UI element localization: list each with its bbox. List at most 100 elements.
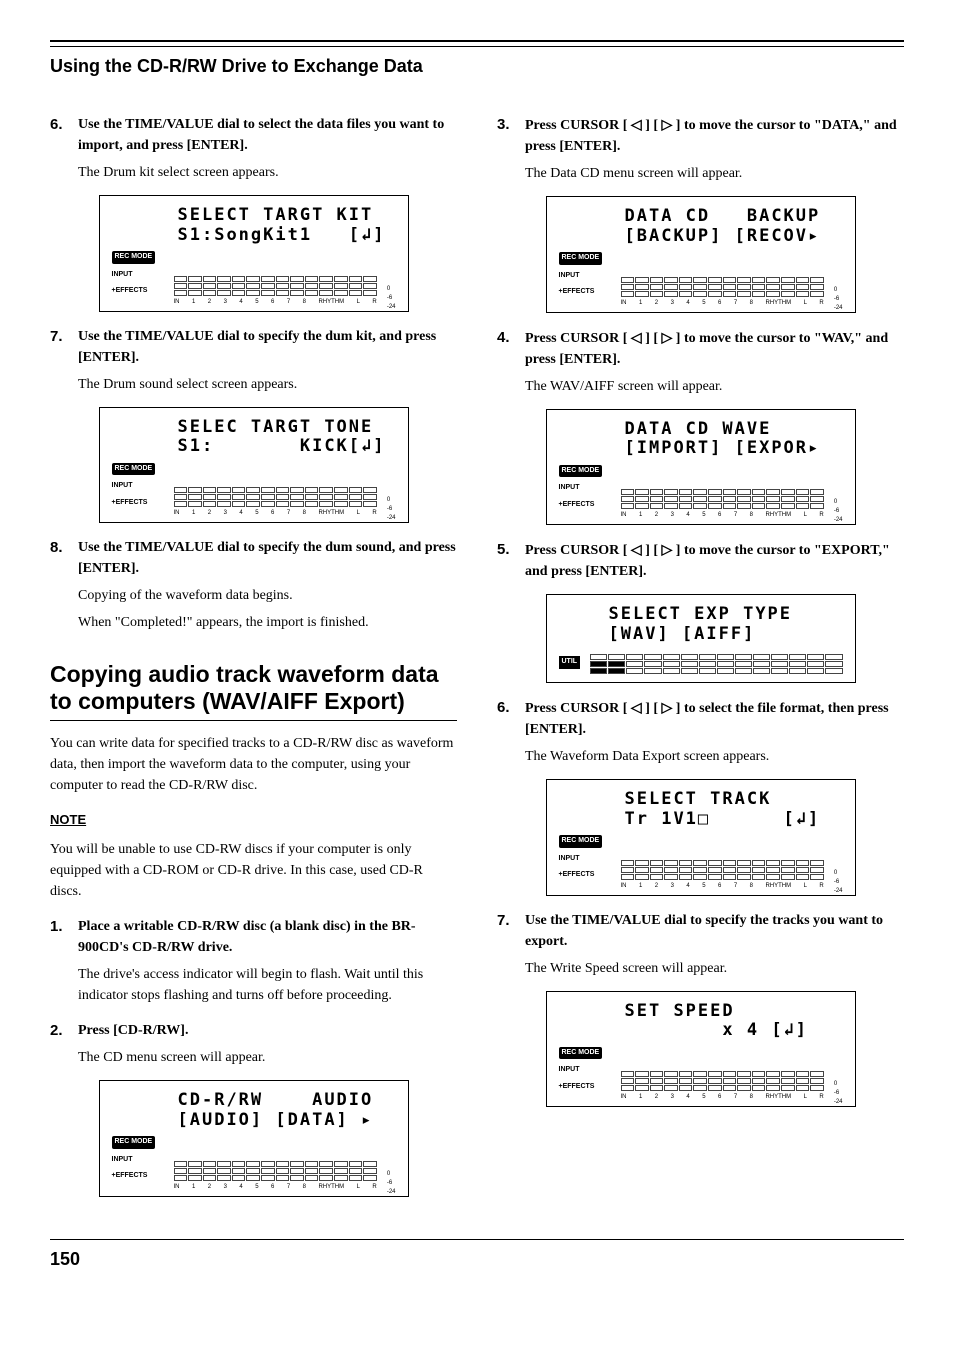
lcd-select-exp-type: SELECT EXP TYPE [WAV] [AIFF] UTIL [546,594,856,683]
step-number: 3. [497,114,525,184]
lcd-meter-simple [590,654,842,674]
meter-scale: IN12345678RHYTHMLR [174,1183,377,1192]
recmode-badge: REC MODE [559,465,603,478]
step-6r: 6. Press CURSOR [ ◁ ] [ ▷ ] to select th… [497,697,904,767]
step-number: 2. [50,1020,78,1068]
recmode-badge: REC MODE [559,835,603,848]
step-5r: 5. Press CURSOR [ ◁ ] [ ▷ ] to move the … [497,539,904,582]
step-4r: 4. Press CURSOR [ ◁ ] [ ▷ ] to move the … [497,327,904,397]
step-text-bold: Place a writable CD-R/RW disc (a blank d… [78,916,457,958]
input-label: INPUT [559,271,580,282]
page-number: 150 [50,1239,904,1273]
input-label: INPUT [559,483,580,494]
cursor-left-icon: ◁ [631,329,642,345]
step-number: 6. [497,697,525,767]
effects-label: +EFFECTS [112,286,148,297]
cursor-right-icon: ▷ [662,329,673,345]
db-scale: 0-6-24 [834,1080,843,1102]
lcd-meter: IN12345678RHYTHMLR [621,277,824,308]
right-column: 3. Press CURSOR [ ◁ ] [ ▷ ] to move the … [497,100,904,1209]
lcd-select-track: SELECT TRACK Tr 1V1□ [↲] REC MODE INPUT … [546,779,856,896]
lcd-meter: IN12345678RHYTHMLR [174,1161,377,1192]
db-scale: 0-6-24 [834,286,843,308]
step-text-plain: When "Completed!" appears, the import is… [78,612,457,633]
cursor-left-icon: ◁ [631,699,642,715]
recmode-badge: REC MODE [112,463,156,476]
effects-label: +EFFECTS [112,498,148,509]
lcd-side-labels: REC MODE INPUT +EFFECTS [112,251,166,307]
meter-scale: IN12345678RHYTHMLR [174,298,377,307]
step-text-plain: The Drum kit select screen appears. [78,162,457,183]
db-scale: 0-6-24 [834,869,843,891]
lcd-meter: IN12345678RHYTHMLR [174,487,377,518]
step-number: 4. [497,327,525,397]
lcd-meter: IN12345678RHYTHMLR [621,1071,824,1102]
section-heading: Copying audio track waveform data to com… [50,661,457,721]
input-label: INPUT [559,1065,580,1076]
step-1: 1. Place a writable CD-R/RW disc (a blan… [50,916,457,1006]
lcd-text: DATA CD BACKUP [BACKUP] [RECOV▸ [625,207,843,246]
step-7: 7. Use the TIME/VALUE dial to specify th… [50,326,457,395]
util-badge: UTIL [559,656,581,669]
db-scale: 0-6-24 [387,1170,396,1192]
recmode-badge: REC MODE [559,1047,603,1060]
step-text-bold: Use the TIME/VALUE dial to specify the t… [525,910,904,952]
step-text-bold: Press CURSOR [ ◁ ] [ ▷ ] to move the cur… [525,539,904,582]
lcd-side-labels: REC MODE INPUT +EFFECTS [559,252,613,308]
heading-band: Using the CD-R/RW Drive to Exchange Data [50,46,904,80]
meter-scale: IN12345678RHYTHMLR [174,509,377,518]
lcd-meter: IN12345678RHYTHMLR [621,860,824,891]
top-rule [50,40,904,42]
lcd-set-speed: SET SPEED x 4 [↲] REC MODE INPUT +EFFECT… [546,991,856,1108]
lcd-text: SET SPEED x 4 [↲] [625,1002,843,1041]
meter-scale: IN12345678RHYTHMLR [621,882,824,891]
step-text-plain: The Write Speed screen will appear. [525,958,904,979]
step-8: 8. Use the TIME/VALUE dial to specify th… [50,537,457,633]
lcd-meter: IN12345678RHYTHMLR [621,489,824,520]
lcd-side-labels: REC MODE INPUT +EFFECTS [112,463,166,519]
cursor-right-icon: ▷ [662,699,673,715]
cursor-right-icon: ▷ [662,116,673,132]
effects-label: +EFFECTS [559,870,595,881]
step-2: 2. Press [CD-R/RW]. The CD menu screen w… [50,1020,457,1068]
input-label: INPUT [112,481,133,492]
input-label: INPUT [112,270,133,281]
left-column: 6. Use the TIME/VALUE dial to select the… [50,100,457,1209]
step-number: 8. [50,537,78,633]
lcd-text: DATA CD WAVE [IMPORT] [EXPOR▸ [625,420,843,459]
lcd-data-cd-backup: DATA CD BACKUP [BACKUP] [RECOV▸ REC MODE… [546,196,856,313]
lcd-side-labels: REC MODE INPUT +EFFECTS [559,465,613,521]
step-number: 6. [50,114,78,183]
meter-scale: IN12345678RHYTHMLR [621,1093,824,1102]
step-number: 5. [497,539,525,582]
lcd-select-targt-tone: SELEC TARGT TONE S1: KICK[↲] REC MODE IN… [99,407,409,524]
db-scale: 0-6-24 [387,496,396,518]
input-label: INPUT [559,854,580,865]
meter-scale: IN12345678RHYTHMLR [621,511,824,520]
lcd-side-labels: REC MODE INPUT +EFFECTS [559,1047,613,1103]
lcd-side-labels: REC MODE INPUT +EFFECTS [112,1136,166,1192]
step-text-bold: Use the TIME/VALUE dial to select the da… [78,114,457,156]
step-number: 7. [497,910,525,979]
step-text-bold: Press [CD-R/RW]. [78,1020,457,1041]
page-heading: Using the CD-R/RW Drive to Exchange Data [50,53,904,80]
two-column-layout: 6. Use the TIME/VALUE dial to select the… [50,100,904,1209]
meter-scale: IN12345678RHYTHMLR [621,299,824,308]
input-label: INPUT [112,1155,133,1166]
effects-label: +EFFECTS [559,500,595,511]
cursor-right-icon: ▷ [662,541,673,557]
lcd-meter: IN12345678RHYTHMLR [174,276,377,307]
lcd-data-cd-wave: DATA CD WAVE [IMPORT] [EXPOR▸ REC MODE I… [546,409,856,526]
step-text-plain: The drive's access indicator will begin … [78,964,457,1006]
lcd-text: CD-R/RW AUDIO [AUDIO] [DATA] ▸ [178,1091,396,1130]
effects-label: +EFFECTS [112,1171,148,1182]
step-text-bold: Press CURSOR [ ◁ ] [ ▷ ] to select the f… [525,697,904,740]
lcd-select-targt-kit: SELECT TARGT KIT S1:SongKit1 [↲] REC MOD… [99,195,409,312]
recmode-badge: REC MODE [559,252,603,265]
step-text-bold: Press CURSOR [ ◁ ] [ ▷ ] to move the cur… [525,327,904,370]
lcd-side-labels: REC MODE INPUT +EFFECTS [559,835,613,891]
step-text-plain: The Waveform Data Export screen appears. [525,746,904,767]
step-3r: 3. Press CURSOR [ ◁ ] [ ▷ ] to move the … [497,114,904,184]
effects-label: +EFFECTS [559,1082,595,1093]
note-label: NOTE [50,810,86,830]
